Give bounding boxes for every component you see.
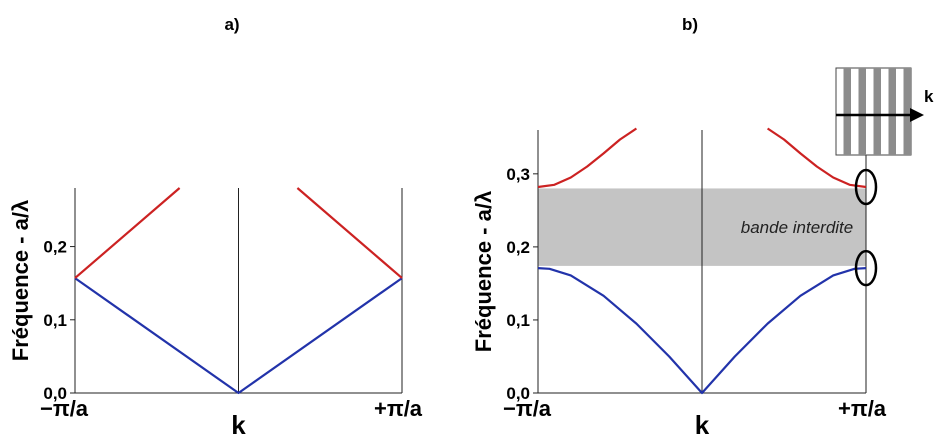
chart-panel-b: 0,0 0,1 0,2 0,3 bande interdite −π/a +π/a k Fréq…: [471, 15, 934, 438]
x-axis-label: k: [695, 410, 710, 438]
y-tick-label: 0,0: [43, 384, 67, 403]
panel-label: b): [682, 15, 698, 34]
lower-band-curve: [537, 267, 867, 395]
x-tick-label-right: +π/a: [838, 396, 887, 421]
x-tick-label-left: −π/a: [503, 396, 552, 421]
y-tick-label: 0,0: [506, 384, 530, 403]
x-tick-label-left: −π/a: [40, 396, 89, 421]
chart-panel-a: 0,0 0,1 0,2 −π/a +π/a k Fréquence - a/λ a): [8, 15, 423, 438]
crystal-layer: [888, 68, 896, 155]
crystal-layer: [843, 68, 851, 155]
upper-band-curve: [296, 187, 403, 279]
crystal-layer: [873, 68, 881, 155]
y-tick-label: 0,1: [506, 311, 530, 330]
y-axis-label: Fréquence - a/λ: [471, 191, 496, 352]
crystal-layer: [858, 68, 866, 155]
x-axis-label: k: [231, 410, 246, 438]
upper-band-curve: [537, 127, 638, 189]
y-tick-label: 0,2: [506, 238, 530, 257]
band-edge-marker-upper: [854, 168, 878, 206]
band-edge-marker-lower: [854, 249, 878, 287]
x-tick-label-right: +π/a: [374, 396, 423, 421]
crystal-layer: [903, 68, 911, 155]
upper-band-curve: [74, 187, 181, 279]
lower-band-curve: [74, 277, 403, 395]
y-tick-label: 0,1: [43, 311, 67, 330]
photonic-crystal-inset: k: [835, 67, 934, 156]
forbidden-band-label: bande interdite: [741, 218, 853, 237]
y-tick-label: 0,2: [43, 238, 67, 257]
wavevector-label: k: [924, 87, 934, 106]
y-axis-label: Fréquence - a/λ: [8, 200, 33, 361]
panel-label: a): [224, 15, 239, 34]
upper-band-curve: [766, 127, 867, 189]
wavevector-arrow-head: [910, 108, 924, 122]
y-tick-label: 0,3: [506, 165, 530, 184]
